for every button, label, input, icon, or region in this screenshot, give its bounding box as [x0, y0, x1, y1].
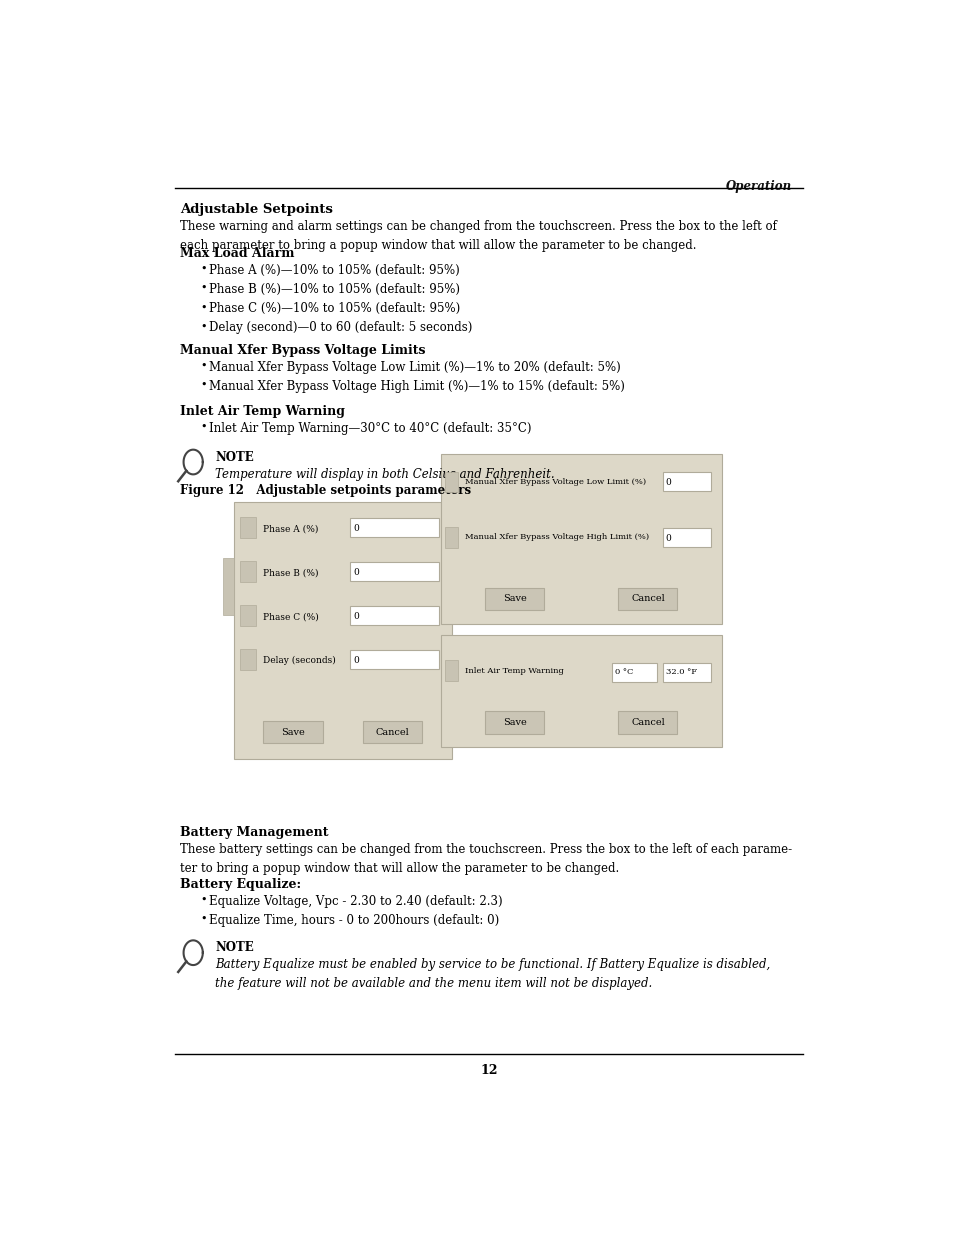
Text: 12: 12 [479, 1065, 497, 1077]
Bar [350, 519, 438, 537]
Bar [618, 711, 677, 734]
Bar [485, 711, 544, 734]
Text: Battery Equalize:: Battery Equalize: [180, 878, 301, 890]
Text: Inlet Air Temp Warning: Inlet Air Temp Warning [180, 405, 345, 417]
Text: Phase A (%): Phase A (%) [263, 524, 318, 534]
Text: 0: 0 [354, 613, 359, 621]
Bar [233, 501, 452, 758]
Bar [239, 650, 255, 671]
Text: •: • [200, 283, 207, 293]
Text: Phase B (%): Phase B (%) [263, 568, 318, 577]
Text: Phase C (%)—10% to 105% (default: 95%): Phase C (%)—10% to 105% (default: 95%) [210, 303, 460, 315]
Text: Manual Xfer Bypass Voltage Limits: Manual Xfer Bypass Voltage Limits [180, 345, 425, 357]
Text: •: • [200, 264, 207, 274]
Text: Operation: Operation [725, 179, 791, 193]
Bar [444, 526, 457, 547]
Text: •: • [200, 303, 207, 312]
Text: 32.0 °F: 32.0 °F [665, 668, 696, 677]
Bar [662, 473, 710, 492]
Text: Delay (second)—0 to 60 (default: 5 seconds): Delay (second)—0 to 60 (default: 5 secon… [210, 321, 473, 335]
Text: Phase B (%)—10% to 105% (default: 95%): Phase B (%)—10% to 105% (default: 95%) [210, 283, 460, 296]
Text: Manual Xfer Bypass Voltage High Limit (%)—1% to 15% (default: 5%): Manual Xfer Bypass Voltage High Limit (%… [210, 380, 624, 393]
Text: Temperature will display in both Celsius and Fahrenheit.: Temperature will display in both Celsius… [215, 468, 555, 480]
Text: These battery settings can be changed from the touchscreen. Press the box to the: These battery settings can be changed fr… [180, 844, 791, 874]
Bar [222, 558, 233, 615]
Text: Cancel: Cancel [630, 594, 664, 604]
Bar [662, 663, 710, 682]
Bar [444, 472, 457, 493]
Bar [444, 659, 457, 680]
Bar [263, 721, 322, 743]
Text: Battery Equalize must be enabled by service to be functional. If Battery Equaliz: Battery Equalize must be enabled by serv… [215, 958, 770, 990]
Text: Manual Xfer Bypass Voltage Low Limit (%): Manual Xfer Bypass Voltage Low Limit (%) [464, 478, 645, 487]
Text: Figure 12   Adjustable setpoints parameters: Figure 12 Adjustable setpoints parameter… [180, 484, 471, 496]
Bar [239, 561, 255, 582]
Bar [239, 605, 255, 626]
Text: Manual Xfer Bypass Voltage Low Limit (%)—1% to 20% (default: 5%): Manual Xfer Bypass Voltage Low Limit (%)… [210, 361, 620, 374]
Text: Save: Save [281, 727, 305, 736]
Text: Phase A (%)—10% to 105% (default: 95%): Phase A (%)—10% to 105% (default: 95%) [210, 264, 459, 277]
Bar [363, 721, 422, 743]
Bar [618, 588, 677, 610]
Bar [440, 635, 721, 747]
Text: 0: 0 [354, 656, 359, 664]
Text: Save: Save [502, 594, 526, 604]
Bar [662, 527, 710, 547]
Text: •: • [200, 321, 207, 331]
Text: •: • [200, 894, 207, 905]
Bar [350, 606, 438, 625]
Text: Cancel: Cancel [375, 727, 409, 736]
Bar [440, 454, 721, 624]
Text: Manual Xfer Bypass Voltage High Limit (%): Manual Xfer Bypass Voltage High Limit (%… [464, 534, 648, 541]
Bar [612, 663, 656, 682]
Text: Equalize Voltage, Vpc - 2.30 to 2.40 (default: 2.3): Equalize Voltage, Vpc - 2.30 to 2.40 (de… [210, 894, 502, 908]
Text: Adjustable Setpoints: Adjustable Setpoints [180, 204, 333, 216]
Text: Save: Save [502, 718, 526, 727]
Bar [350, 650, 438, 669]
Text: Delay (seconds): Delay (seconds) [263, 656, 335, 666]
Text: 0: 0 [665, 534, 671, 542]
Text: 0: 0 [665, 478, 671, 488]
Text: Cancel: Cancel [630, 718, 664, 727]
Text: •: • [200, 914, 207, 924]
Text: •: • [200, 380, 207, 390]
Text: 0: 0 [354, 524, 359, 534]
Bar [485, 588, 544, 610]
Text: Phase C (%): Phase C (%) [263, 613, 319, 621]
Text: •: • [200, 361, 207, 372]
Text: NOTE: NOTE [215, 451, 253, 463]
Bar [350, 562, 438, 582]
Text: Max Load Alarm: Max Load Alarm [180, 247, 294, 261]
Text: •: • [200, 422, 207, 432]
Text: Inlet Air Temp Warning: Inlet Air Temp Warning [464, 667, 563, 676]
Text: Battery Management: Battery Management [180, 826, 328, 840]
Text: 0 °C: 0 °C [615, 668, 633, 677]
Text: These warning and alarm settings can be changed from the touchscreen. Press the : These warning and alarm settings can be … [180, 221, 776, 252]
Text: NOTE: NOTE [215, 941, 253, 955]
Text: Equalize Time, hours - 0 to 200hours (default: 0): Equalize Time, hours - 0 to 200hours (de… [210, 914, 499, 926]
Text: 0: 0 [354, 568, 359, 577]
Bar [239, 517, 255, 538]
Text: Inlet Air Temp Warning—30°C to 40°C (default: 35°C): Inlet Air Temp Warning—30°C to 40°C (def… [210, 422, 532, 435]
